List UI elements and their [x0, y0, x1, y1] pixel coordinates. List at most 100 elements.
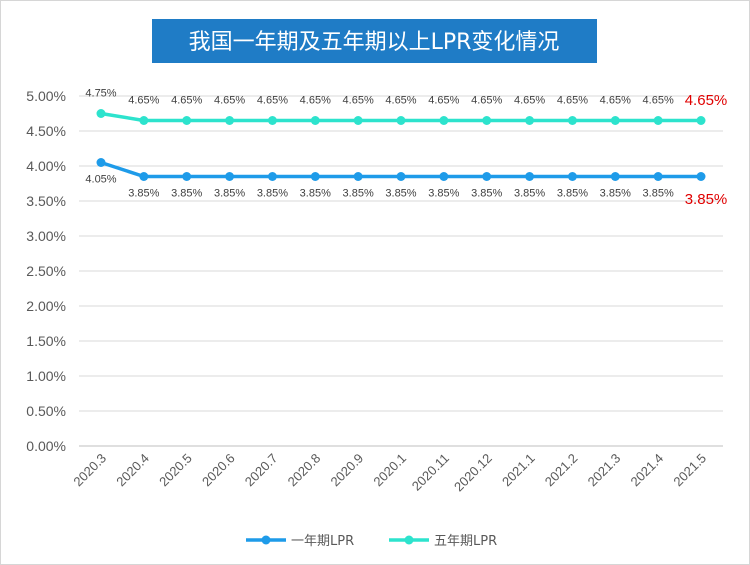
legend-marker-2: [404, 535, 414, 545]
legend-label-2: 五年期LPR: [434, 534, 497, 549]
data-point: [696, 172, 706, 181]
x-tick-label: 2020.5: [156, 451, 195, 490]
x-tick-label: 2021.2: [542, 451, 581, 490]
data-point: [139, 116, 149, 125]
data-point: [267, 172, 277, 181]
data-label: 4.65%: [471, 95, 502, 107]
data-label: 3.85%: [214, 188, 245, 200]
data-point: [182, 172, 192, 181]
data-label: 3.85%: [514, 188, 545, 200]
data-point: [353, 116, 363, 125]
data-label: 4.65%: [557, 95, 588, 107]
data-point: [96, 109, 106, 118]
x-tick-label: 2020.7: [242, 451, 281, 490]
x-axis-ticks: 2020.3 2020.4 2020.5 2020.6 2020.7 2020.8 2020…: [70, 451, 709, 495]
x-tick-label: 2021.3: [585, 451, 624, 490]
data-point: [439, 116, 449, 125]
data-label: 3.85%: [428, 188, 459, 200]
x-tick-label: 2020.3: [70, 451, 109, 490]
data-label: 4.65%: [214, 95, 245, 107]
y-tick-label: 2.00%: [26, 298, 66, 314]
data-point: [653, 172, 663, 181]
data-label: 4.65%: [385, 95, 416, 107]
data-label: 4.65%: [343, 95, 374, 107]
data-point: [610, 172, 620, 181]
y-tick-label: 1.00%: [26, 368, 66, 384]
data-label: 4.65%: [171, 95, 202, 107]
data-label: 4.65%: [257, 95, 288, 107]
data-point: [525, 172, 535, 181]
data-label: 3.85%: [343, 188, 374, 200]
x-tick-label: 2020.12: [451, 451, 495, 495]
data-point: [610, 116, 620, 125]
gridlines: [79, 95, 723, 447]
data-point: [182, 116, 192, 125]
data-label: 4.05%: [85, 174, 116, 186]
y-tick-label: 2.50%: [26, 263, 66, 279]
data-label: 4.65%: [600, 95, 631, 107]
y-tick-label: 0.50%: [26, 403, 66, 419]
y-tick-label: 4.00%: [26, 158, 66, 174]
data-label-highlight: 3.85%: [685, 191, 728, 208]
y-tick-label: 4.50%: [26, 123, 66, 139]
x-tick-label: 2020.9: [328, 451, 367, 490]
chart-title: 我国一年期及五年期以上LPR变化情况: [152, 19, 597, 63]
data-label: 3.85%: [557, 188, 588, 200]
x-tick-label: 2020.1: [370, 451, 409, 490]
data-label: 4.65%: [514, 95, 545, 107]
data-label: 3.85%: [385, 188, 416, 200]
data-point: [482, 116, 492, 125]
data-point: [310, 172, 320, 181]
data-point: [267, 116, 277, 125]
data-point: [567, 172, 577, 181]
legend-label-1: 一年期LPR: [291, 534, 354, 549]
data-point: [225, 116, 235, 125]
data-labels: 4.05% 3.85% 3.85% 3.85% 3.85% 3.85% 3.85% 3.85%…: [85, 88, 727, 209]
y-tick-label: 3.00%: [26, 228, 66, 244]
data-point: [225, 172, 235, 181]
legend-marker-1: [261, 535, 271, 545]
data-point: [96, 158, 106, 167]
data-label: 4.65%: [300, 95, 331, 107]
chart-title-text: 我国一年期及五年期以上LPR变化情况: [189, 30, 560, 55]
data-label: 3.85%: [128, 188, 159, 200]
data-point: [353, 172, 363, 181]
data-label: 3.85%: [257, 188, 288, 200]
title-background: [152, 19, 597, 63]
data-point: [567, 116, 577, 125]
data-point: [396, 172, 406, 181]
data-label-highlight: 4.65%: [685, 92, 728, 109]
series-lines: [96, 109, 706, 181]
data-point: [139, 172, 149, 181]
y-axis-ticks: 0.00% 0.50% 1.00% 1.50% 2.00% 2.50% 3.00% 3.50%…: [26, 88, 66, 454]
data-label: 4.75%: [85, 88, 116, 100]
data-point: [653, 116, 663, 125]
data-label: 3.85%: [171, 188, 202, 200]
x-tick-label: 2020.8: [285, 451, 324, 490]
data-point: [439, 172, 449, 181]
x-tick-label: 2021.5: [670, 451, 709, 490]
data-point: [696, 116, 706, 125]
data-point: [396, 116, 406, 125]
data-label: 3.85%: [643, 188, 674, 200]
x-tick-label: 2021.1: [499, 451, 538, 490]
data-label: 4.65%: [643, 95, 674, 107]
legend: 一年期LPR 五年期LPR: [246, 534, 497, 549]
x-tick-label: 2020.11: [409, 451, 452, 494]
data-point: [525, 116, 535, 125]
y-tick-label: 5.00%: [26, 88, 66, 104]
data-label: 3.85%: [300, 188, 331, 200]
x-tick-label: 2020.4: [113, 451, 152, 490]
x-tick-label: 2021.4: [628, 451, 667, 490]
x-tick-label: 2020.6: [199, 451, 238, 490]
data-label: 3.85%: [600, 188, 631, 200]
data-label: 4.65%: [428, 95, 459, 107]
data-label: 4.65%: [128, 95, 159, 107]
data-label: 3.85%: [471, 188, 502, 200]
y-tick-label: 0.00%: [26, 438, 66, 454]
data-point: [310, 116, 320, 125]
y-tick-label: 3.50%: [26, 193, 66, 209]
data-point: [482, 172, 492, 181]
